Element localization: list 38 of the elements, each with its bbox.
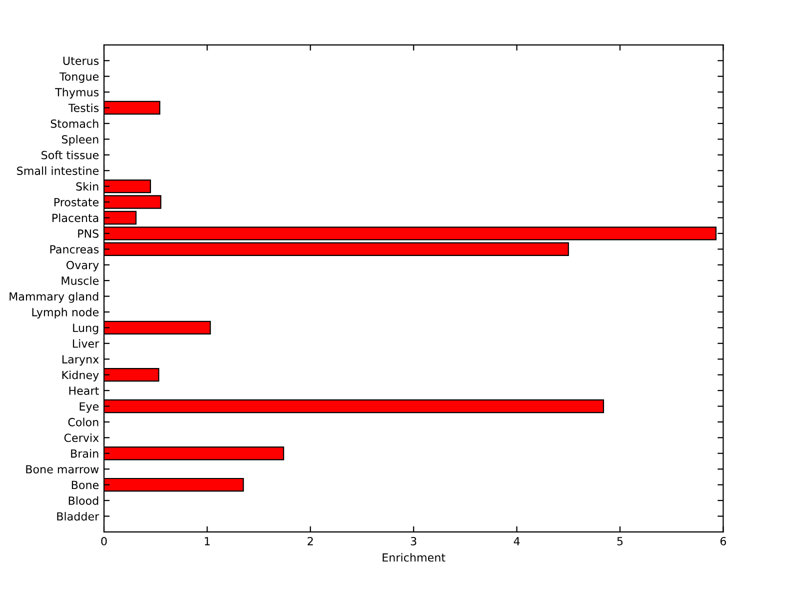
y-tick-label: Lymph node bbox=[32, 308, 99, 319]
y-tick-label: Thymus bbox=[55, 88, 99, 99]
y-tick-label: PNS bbox=[78, 229, 99, 238]
y-tick-label: Uterus bbox=[63, 56, 99, 66]
y-tick-label: Small intestine bbox=[17, 166, 99, 175]
y-tick-label: Mammary gland bbox=[10, 292, 98, 303]
y-tick-label: Brain bbox=[71, 449, 98, 458]
x-tick-label: 1 bbox=[204, 537, 210, 546]
y-tick-label: Cervix bbox=[64, 433, 99, 442]
y-tick-label: Eye bbox=[80, 402, 99, 413]
y-tick-label: Larynx bbox=[62, 355, 99, 366]
y-tick-label: Liver bbox=[72, 339, 100, 348]
x-tick-label: 0 bbox=[101, 536, 107, 546]
y-tick-label: Testis bbox=[68, 104, 99, 112]
y-tick-label: Pancreas bbox=[50, 245, 99, 254]
y-tick-label: Stomach bbox=[50, 119, 98, 128]
y-tick-label: Prostate bbox=[54, 198, 99, 206]
x-axis-title: Enrichment bbox=[382, 553, 446, 562]
y-tick-label: Skin bbox=[76, 182, 98, 191]
y-tick-label: Bone bbox=[72, 480, 99, 490]
y-tick-label: Kidney bbox=[62, 370, 99, 382]
x-tick-label: 5 bbox=[617, 537, 623, 546]
y-tick-label: Heart bbox=[69, 386, 99, 395]
y-tick-label: Colon bbox=[68, 418, 98, 426]
y-tick-label: Bone marrow bbox=[26, 465, 99, 474]
y-tick-label: Blood bbox=[68, 496, 98, 505]
y-tick-label: Tongue bbox=[59, 72, 99, 83]
x-tick-label: 2 bbox=[308, 536, 313, 546]
y-tick-label: Ovary bbox=[66, 260, 99, 272]
y-tick-label: Lung bbox=[73, 324, 98, 334]
y-tick-label: Spleen bbox=[62, 134, 98, 146]
y-tick-label: Muscle bbox=[62, 276, 99, 285]
x-tick-label: 3 bbox=[410, 536, 416, 546]
x-tick-label: 6 bbox=[720, 536, 726, 546]
x-tick-label: 4 bbox=[514, 537, 520, 546]
y-tick-label: Soft tissue bbox=[42, 150, 99, 160]
y-tick-label: Bladder bbox=[57, 512, 100, 521]
y-tick-label: Placenta bbox=[52, 214, 98, 222]
